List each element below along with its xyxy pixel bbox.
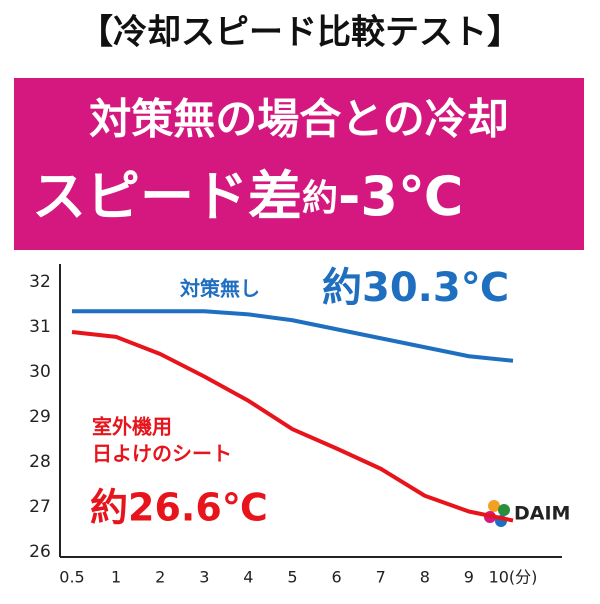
subtitle-part: -3℃ [338,165,463,228]
chart-title: 【冷却スピード比較テスト】 [79,13,521,53]
y-tick-label: 31 [29,317,51,337]
x-tick-label: 1 [111,568,121,587]
x-tick-label: 7 [376,568,386,587]
subtitle: スピード差約-3℃ [32,165,463,228]
logo: DAIM [484,500,570,527]
logo-dot [488,500,500,512]
annotation: 対策無し [179,277,260,301]
x-tick-label: 5 [287,568,297,587]
annotation: 日よけのシート [92,442,232,466]
annotation: 室外機用 [92,415,172,439]
annotation: 約26.6℃ [90,486,268,530]
logo-dot [498,504,510,516]
y-tick-label: 30 [29,362,51,382]
y-tick-label: 32 [29,272,51,292]
x-tick-label: 9 [464,568,474,587]
banner [14,78,584,250]
x-tick-label: 3 [199,568,209,587]
y-tick-label: 27 [29,497,51,517]
y-tick-label: 26 [29,542,51,562]
subtitle: 対策無の場合との冷却 [89,95,509,144]
x-tick-label: 10(分) [489,568,538,587]
series-line [71,329,514,523]
x-tick-label: 6 [332,568,342,587]
x-tick-label: 4 [243,568,253,587]
logo-text: DAIM [514,503,570,525]
x-tick-label: 8 [420,568,430,587]
series-line [72,309,514,363]
x-tick-label: 2 [155,568,165,587]
y-tick-label: 29 [29,407,51,427]
subtitle-part: スピード差 [32,165,302,228]
y-tick-label: 28 [29,452,51,472]
subtitle-part: 約 [302,178,338,219]
annotation: 約30.3℃ [322,265,509,311]
x-tick-label: 0.5 [59,568,84,587]
